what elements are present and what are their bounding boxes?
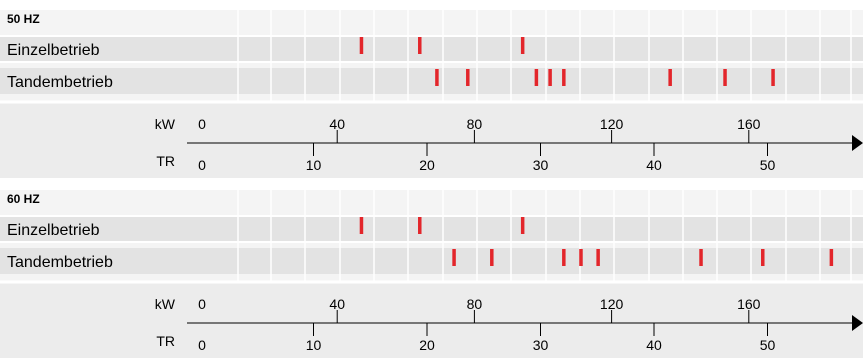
tr-tick-label: 0	[198, 157, 206, 173]
marker	[761, 249, 765, 266]
tr-tick-label: 10	[306, 337, 322, 353]
axis-arrow	[852, 135, 863, 151]
tr-tick-label: 10	[306, 157, 322, 173]
marker	[548, 69, 552, 86]
marker	[359, 37, 364, 54]
row-label: Einzelbetrieb	[7, 42, 100, 59]
marker	[435, 69, 439, 86]
tr-tick-label: 0	[198, 337, 206, 353]
row-spacer-bottom	[0, 94, 863, 102]
row-spacer-bottom	[0, 274, 863, 282]
axis-arrow	[852, 315, 863, 331]
tr-tick-label: 50	[760, 157, 776, 173]
kw-unit-label: kW	[155, 296, 176, 312]
kw-tick-label: 160	[737, 116, 761, 132]
row-band-2	[0, 248, 863, 274]
kw-tick-label: 0	[198, 116, 206, 132]
tr-unit-label: TR	[156, 333, 175, 349]
marker	[520, 37, 525, 54]
kw-tick-label: 0	[198, 296, 206, 312]
row-band-1	[0, 36, 863, 62]
panel-title: 50 HZ	[7, 12, 40, 26]
tr-tick-label: 40	[646, 337, 662, 353]
marker	[829, 249, 834, 266]
tr-tick-label: 20	[419, 337, 435, 353]
marker	[699, 249, 703, 266]
row-spacer	[0, 62, 863, 68]
marker	[579, 249, 583, 266]
marker	[723, 69, 727, 86]
title-band	[0, 190, 863, 216]
marker	[418, 37, 422, 54]
row-band-2	[0, 68, 863, 94]
kw-tick-label: 80	[467, 296, 483, 312]
kw-tick-label: 120	[600, 296, 624, 312]
row-label: Tandembetrieb	[7, 74, 113, 91]
tr-tick-label: 30	[533, 157, 549, 173]
kw-tick-label: 160	[737, 296, 761, 312]
kw-tick-label: 40	[329, 116, 345, 132]
kw-tick-label: 40	[329, 296, 345, 312]
kw-unit-label: kW	[155, 116, 176, 132]
kw-tick-label: 120	[600, 116, 624, 132]
panel-title: 60 HZ	[7, 192, 40, 206]
marker	[562, 69, 566, 86]
marker	[520, 217, 525, 234]
marker	[562, 249, 566, 266]
marker	[771, 69, 775, 86]
row-spacer	[0, 242, 863, 248]
tr-tick-label: 20	[419, 157, 435, 173]
kw-tick-label: 80	[467, 116, 483, 132]
tr-tick-label: 30	[533, 337, 549, 353]
tr-tick-label: 40	[646, 157, 662, 173]
row-label: Einzelbetrieb	[7, 222, 100, 239]
marker	[418, 217, 422, 234]
marker	[359, 217, 364, 234]
marker	[466, 69, 470, 86]
tr-tick-label: 50	[760, 337, 776, 353]
marker	[534, 69, 539, 86]
marker	[596, 249, 600, 266]
row-band-1	[0, 216, 863, 242]
marker	[452, 249, 456, 266]
title-band	[0, 10, 863, 36]
marker	[490, 249, 494, 266]
row-label: Tandembetrieb	[7, 254, 113, 271]
marker	[668, 69, 672, 86]
tr-unit-label: TR	[156, 153, 175, 169]
